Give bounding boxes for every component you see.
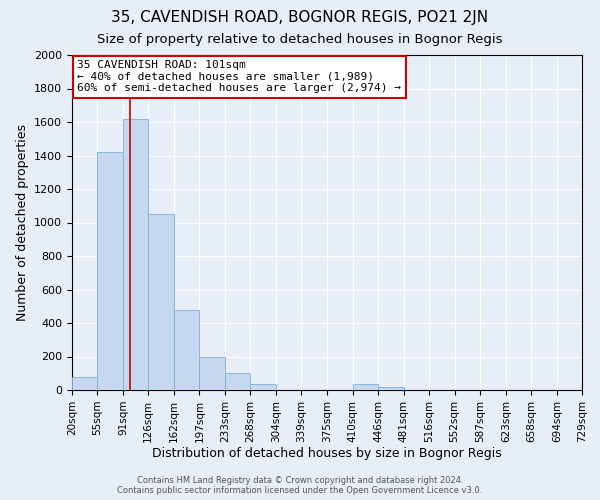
Text: Size of property relative to detached houses in Bognor Regis: Size of property relative to detached ho… bbox=[97, 32, 503, 46]
Bar bbox=[174, 310, 199, 390]
Text: Contains HM Land Registry data © Crown copyright and database right 2024.
Contai: Contains HM Land Registry data © Crown c… bbox=[118, 476, 482, 495]
Bar bbox=[148, 214, 174, 390]
Text: 35 CAVENDISH ROAD: 101sqm
← 40% of detached houses are smaller (1,989)
60% of se: 35 CAVENDISH ROAD: 101sqm ← 40% of detac… bbox=[77, 60, 401, 93]
Y-axis label: Number of detached properties: Number of detached properties bbox=[16, 124, 29, 321]
Bar bbox=[123, 118, 148, 390]
Bar bbox=[72, 376, 97, 390]
Bar bbox=[225, 373, 250, 390]
X-axis label: Distribution of detached houses by size in Bognor Regis: Distribution of detached houses by size … bbox=[152, 448, 502, 460]
Bar bbox=[97, 152, 123, 390]
Bar bbox=[250, 384, 276, 390]
Bar bbox=[379, 386, 404, 390]
Bar bbox=[199, 356, 225, 390]
Text: 35, CAVENDISH ROAD, BOGNOR REGIS, PO21 2JN: 35, CAVENDISH ROAD, BOGNOR REGIS, PO21 2… bbox=[112, 10, 488, 25]
Bar bbox=[353, 384, 379, 390]
